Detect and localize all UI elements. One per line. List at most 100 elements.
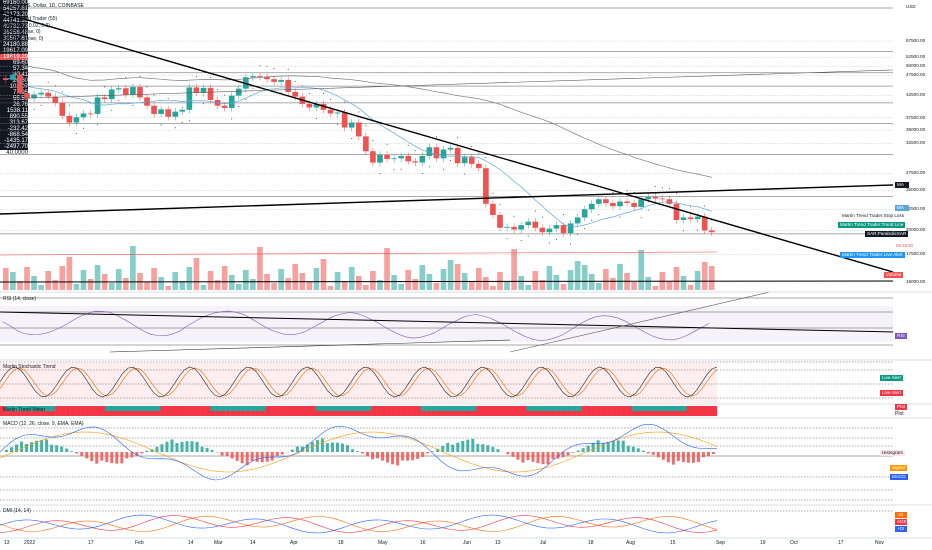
axis-tick-13: 15000.00 [906,279,926,284]
dmi-pane[interactable] [0,510,893,534]
volume-bar-12 [87,279,94,290]
volume-bar-59 [419,265,426,290]
volume-bar-31 [221,266,228,290]
meter-cell-top-134 [671,406,678,411]
meter-cell-bottom-48 [240,411,246,416]
meter-cell-bottom-57 [285,411,292,416]
macd-hist-119 [596,440,600,452]
axis-tick-3: 47500.00 [906,72,926,78]
x-axis-label-13: Jul [540,540,547,546]
sar-dot-36 [259,65,261,67]
x-axis-label-15: Aug [626,540,635,546]
volume-bar-81 [574,261,581,290]
macd-hist-30 [150,449,154,452]
sar-dot-25 [181,122,183,124]
sar-dot-75 [534,210,536,212]
pane-dividers[interactable] [0,291,932,539]
meter-cell-top-23 [115,406,121,411]
volume-bar-1 [10,272,16,290]
macd-hist-44 [220,452,224,456]
sar-dot-10 [75,133,77,135]
meter-cell-bottom-134 [671,411,678,416]
rsi-pane[interactable] [0,291,894,353]
trend-meter-pane[interactable] [0,406,718,416]
stochastic-pane[interactable] [0,361,893,403]
candle-body-15 [108,89,115,100]
macd-pane[interactable] [0,423,893,501]
macd-hist-81 [406,452,410,461]
sar-dot-59 [421,173,423,175]
volume-bar-34 [243,270,249,290]
meter-cell-top-74 [371,406,377,411]
sar-dot-1 [12,90,14,92]
macd-hist-127 [636,448,640,452]
level-tag-5: 36258.48 [0,30,28,36]
meter-cell-bottom-92 [461,411,467,416]
sar-dot-13 [97,124,99,126]
meter-cell-top-82 [411,406,417,411]
meter-cell-bottom-93 [466,411,472,416]
macd-hist-37 [185,441,189,452]
sar-dot-19 [139,75,141,77]
meter-cell-top-66 [330,406,337,411]
volume-bar-58 [412,279,419,290]
volume-bar-6 [45,271,52,290]
sar-dot-15 [111,109,113,111]
macd-level-tag-1: 890.55 [0,114,28,120]
x-axis-label-17: Sep [716,540,725,546]
sar-dot-76 [541,216,543,218]
candle-body-16 [115,88,122,90]
macd-hist-108 [541,452,545,465]
meter-cell-top-94 [471,406,477,411]
macd-hist-34 [170,439,174,452]
meter-cell-bottom-7 [35,411,41,416]
level-tag-7: 24180.88 [0,42,28,48]
volume-bar-40 [285,278,292,290]
meter-cell-top-65 [325,406,332,411]
macd-hist-56 [280,452,284,455]
main-price-pane[interactable] [0,11,894,290]
meter-cell-top-29 [145,406,151,411]
macd-hist-75 [376,452,380,459]
volume-bar-27 [193,258,200,290]
meter-cell-bottom-46 [230,411,236,416]
volume-bar-89 [631,282,637,290]
candle-body-63 [447,147,454,150]
meter-cell-bottom-100 [501,411,507,416]
stoch-d-line [0,367,718,397]
candle-body-71 [504,226,510,228]
meter-cell-top-44 [220,406,226,411]
candle-body-81 [574,217,581,224]
macd-hist-35 [175,443,179,452]
meter-cell-bottom-55 [275,411,281,416]
meter-cell-top-21 [105,406,111,411]
candle-body-58 [412,161,419,163]
meter-cell-bottom-45 [225,411,231,416]
meter-cell-top-3 [15,406,21,411]
macd-level-tag-4: -868.54 [0,132,28,138]
volume-bar-45 [320,259,327,290]
macd-hist-1 [5,449,9,452]
meter-cell-bottom-105 [526,411,532,416]
meter-cell-bottom-67 [335,411,342,416]
candle-body-68 [483,168,489,204]
meter-cell-bottom-119 [596,411,602,416]
meter-cell-top-132 [661,406,668,411]
meter-cell-bottom-83 [416,411,422,416]
macd-hist-24 [120,452,124,464]
sar-dot-83 [591,219,593,221]
macd-hist-25 [125,452,129,459]
meter-cell-bottom-99 [496,411,502,416]
candle-body-0 [3,78,9,80]
meter-cell-top-93 [466,406,472,411]
stoch-legend: Martin Stochastic Trend [3,364,56,370]
legend-ma50: MA (50, close, 0) [3,29,41,35]
meter-cell-bottom-37 [185,411,191,416]
candle-body-60 [426,147,433,156]
macd-hist-77 [386,452,390,463]
meter-cell-bottom-12 [60,411,66,416]
candle-body-72 [511,226,517,230]
macd-tag-macd: MACD [890,474,908,480]
volume-bar-56 [398,284,404,290]
